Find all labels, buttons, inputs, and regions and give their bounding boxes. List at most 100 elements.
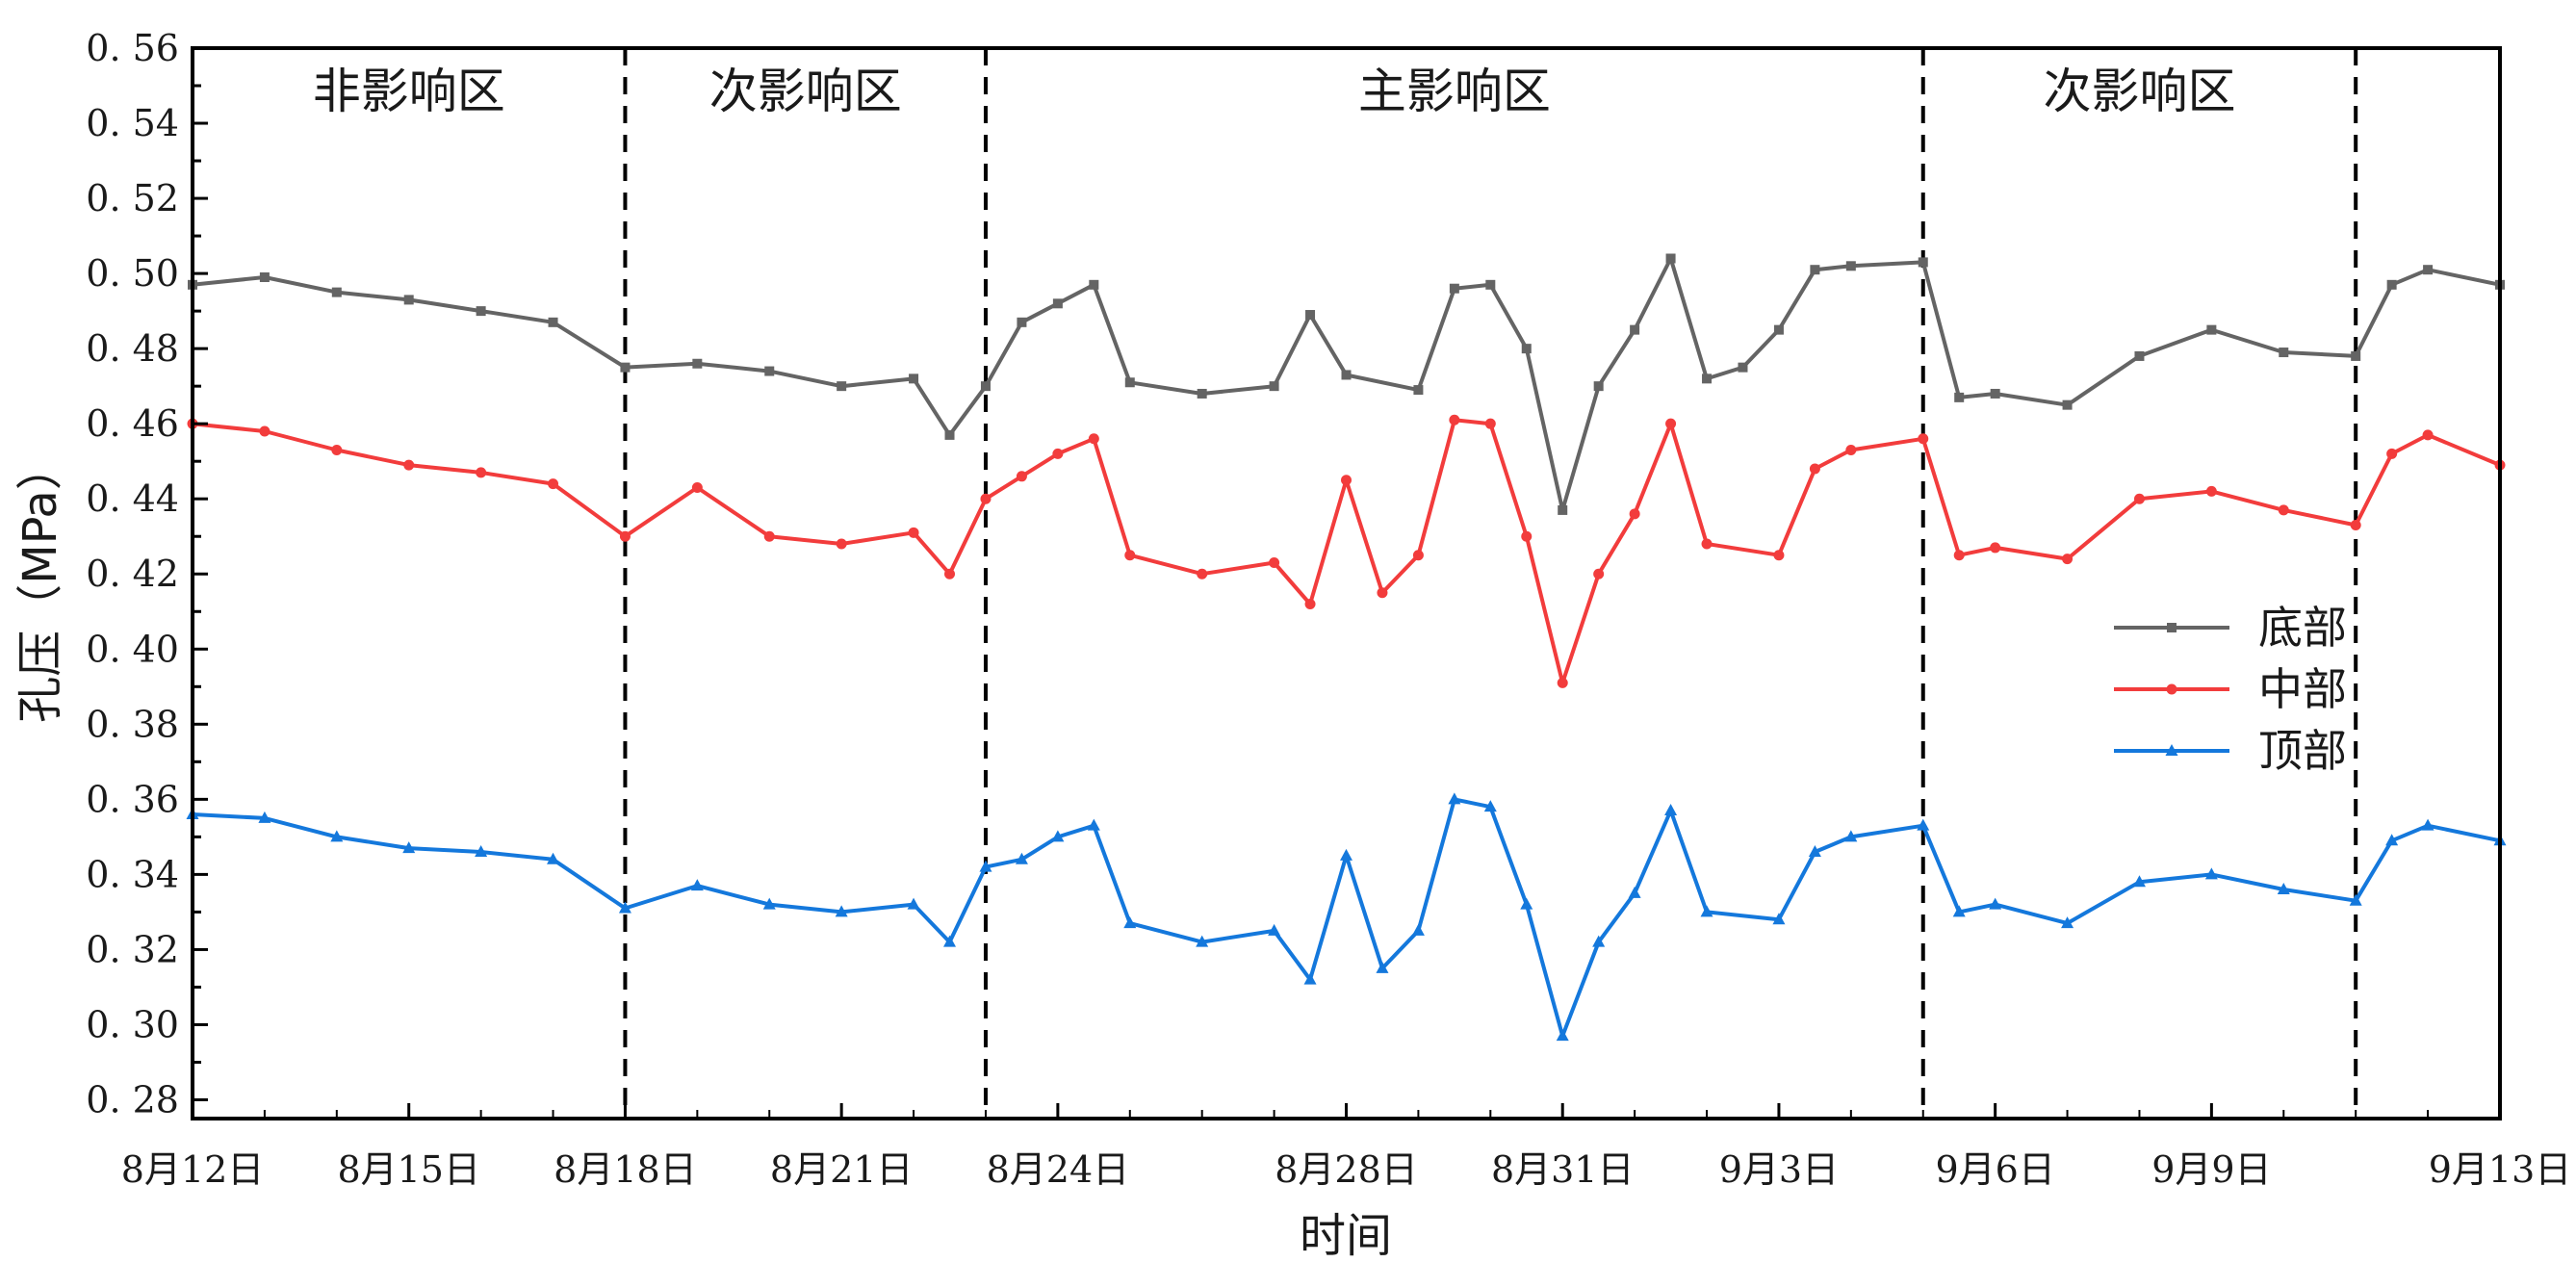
x-tick-label: 8月31日 — [1491, 1148, 1635, 1191]
data-point — [2062, 399, 2073, 410]
data-point — [1196, 935, 1209, 947]
data-point — [1772, 913, 1786, 925]
data-point — [2422, 429, 2434, 441]
data-point — [836, 538, 847, 550]
y-tick-label: 0. 52 — [86, 177, 179, 219]
series-circle — [187, 414, 2506, 688]
data-point — [259, 425, 270, 437]
data-point — [690, 879, 704, 891]
zone-layer: 非影响区 次影响区 主影响区 次影响区 — [313, 48, 2358, 1119]
data-point — [1665, 418, 1677, 429]
legend-label: 顶部 — [2258, 725, 2347, 777]
data-point — [762, 897, 776, 910]
zone-label: 主影响区 — [1358, 64, 1551, 119]
data-point — [1990, 542, 2001, 554]
data-point — [1413, 385, 1424, 396]
data-point — [1592, 935, 1606, 947]
y-tick-label: 0. 44 — [86, 477, 179, 520]
zone-label: 次影响区 — [2043, 64, 2235, 119]
data-point — [1304, 598, 1316, 609]
data-point — [331, 444, 343, 455]
series-square — [188, 253, 2505, 515]
data-point — [837, 381, 847, 392]
data-point — [476, 467, 487, 478]
data-point — [1197, 568, 1208, 580]
data-point — [618, 901, 631, 914]
data-point — [548, 478, 559, 490]
data-point — [620, 362, 631, 373]
data-point — [1953, 550, 1965, 561]
data-point — [1448, 792, 1461, 805]
zone-label: 次影响区 — [709, 64, 902, 119]
data-point — [1664, 804, 1678, 816]
y-tick-label: 0. 30 — [86, 1003, 179, 1045]
x-tick-label: 8月18日 — [554, 1148, 697, 1191]
data-point — [764, 366, 775, 376]
data-point — [2134, 350, 2145, 361]
x-tick-label: 9月9日 — [2151, 1148, 2271, 1191]
data-point — [1521, 530, 1533, 542]
data-point — [2279, 348, 2289, 358]
axes-layer: 0. 28 0. 30 0. 32 0. 34 0. 36 0. 38 0. 40 0. 42… — [86, 27, 2571, 1191]
x-tick-label: 9月3日 — [1719, 1148, 1839, 1191]
legend-label: 中部 — [2258, 663, 2347, 715]
data-point — [1052, 448, 1064, 459]
data-point — [1629, 508, 1640, 520]
data-point — [943, 935, 957, 947]
data-point — [331, 287, 342, 297]
data-point — [1954, 392, 1965, 402]
data-point — [1845, 261, 1856, 271]
data-point — [1520, 897, 1533, 910]
data-point — [475, 844, 488, 857]
data-point — [403, 459, 415, 471]
data-point — [1015, 852, 1028, 864]
x-tick-label: 8月15日 — [337, 1148, 480, 1191]
data-point — [2350, 520, 2361, 531]
data-point — [1197, 388, 1207, 399]
data-point — [1305, 310, 1316, 321]
data-point — [1484, 418, 1496, 429]
data-point — [259, 272, 270, 283]
legend-marker — [2167, 623, 2177, 632]
data-point — [1593, 381, 1604, 392]
data-point — [1449, 283, 1459, 294]
data-point — [691, 482, 703, 494]
legend-marker — [2165, 744, 2178, 756]
y-tick-label: 0. 42 — [86, 553, 179, 595]
y-tick-label: 0. 50 — [86, 252, 179, 295]
data-point — [1052, 298, 1063, 309]
data-point — [1773, 550, 1785, 561]
data-point — [1809, 463, 1820, 475]
data-point — [2386, 448, 2398, 459]
x-tick-label: 8月28日 — [1275, 1148, 1418, 1191]
data-point — [2204, 867, 2218, 880]
x-tick-label: 9月6日 — [1935, 1148, 2054, 1191]
data-point — [1269, 557, 1280, 569]
series-line — [192, 256, 2501, 512]
x-tick-label: 9月13日 — [2429, 1148, 2572, 1191]
data-point — [1990, 388, 2000, 399]
data-point — [1628, 886, 1641, 898]
data-point — [1341, 475, 1352, 486]
data-point — [980, 381, 991, 392]
data-point — [1376, 961, 1389, 973]
data-point — [1087, 818, 1100, 831]
x-axis-title: 时间 — [1300, 1209, 1392, 1263]
data-point — [2385, 834, 2399, 846]
data-point — [1918, 433, 1929, 445]
y-tick-label: 0. 56 — [86, 27, 179, 69]
data-point — [1738, 362, 1748, 373]
data-point — [1702, 374, 1713, 384]
x-tick-label: 8月12日 — [121, 1148, 265, 1191]
data-point — [1917, 818, 1930, 831]
data-point — [1449, 414, 1460, 425]
data-point — [2062, 554, 2074, 565]
data-point — [476, 306, 486, 317]
data-point — [1952, 905, 1966, 917]
plot-frame — [191, 46, 2502, 1121]
data-point — [1665, 253, 1676, 264]
series-triangle — [186, 792, 2507, 1042]
series-line — [192, 418, 2501, 685]
